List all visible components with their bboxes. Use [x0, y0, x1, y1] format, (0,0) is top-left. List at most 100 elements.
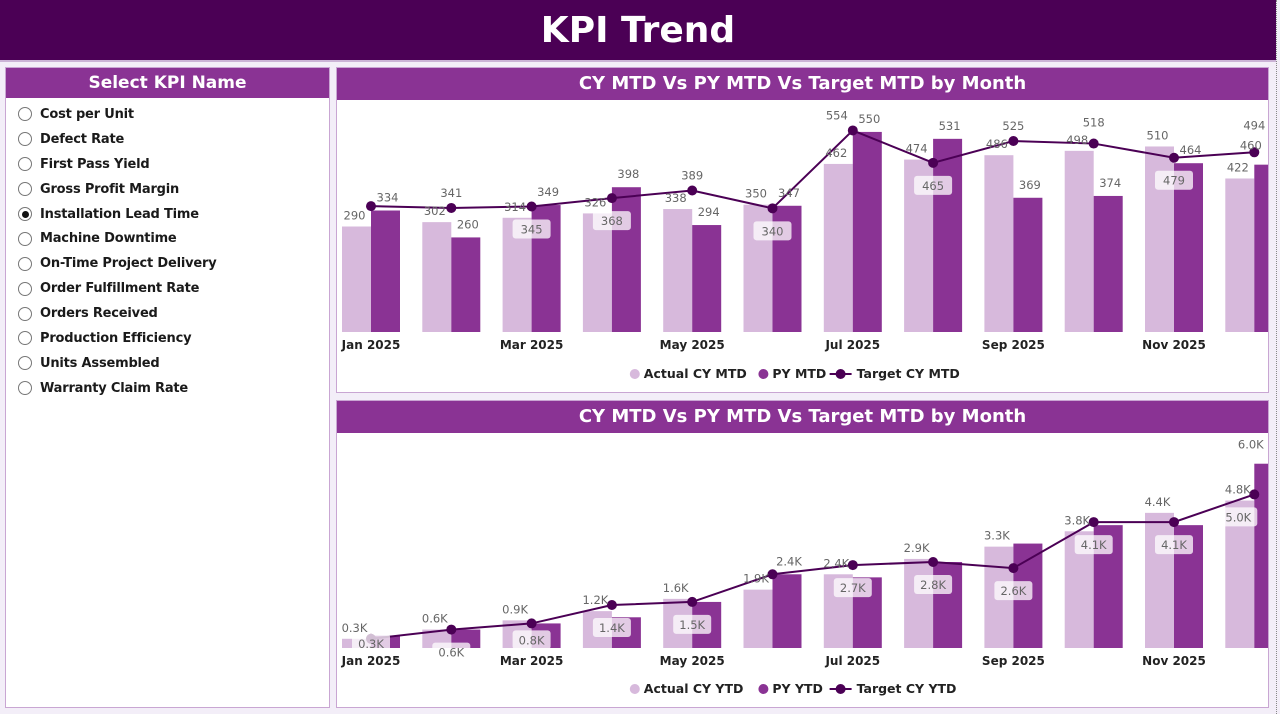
- x-tick-label: May 2025: [660, 654, 725, 668]
- radio-unselected-icon[interactable]: [18, 132, 32, 147]
- bar-py: [933, 138, 963, 332]
- radio-unselected-icon[interactable]: [18, 231, 32, 246]
- data-label-target: 518: [1083, 116, 1105, 130]
- data-label-actual: 4.4K: [1145, 495, 1171, 509]
- page-title: KPI Trend: [540, 9, 736, 51]
- data-label-actual: 510: [1147, 128, 1169, 142]
- data-label-actual: 290: [344, 209, 366, 223]
- kpi-option[interactable]: Production Efficiency: [18, 326, 329, 351]
- legend-item[interactable]: Actual CY YTD: [629, 681, 744, 696]
- radio-unselected-icon[interactable]: [18, 256, 32, 271]
- legend-item[interactable]: Actual CY MTD: [629, 366, 747, 381]
- kpi-option-label: Order Fulfillment Rate: [40, 281, 200, 297]
- target-point: [687, 596, 698, 607]
- data-label-box: [753, 221, 792, 241]
- kpi-option[interactable]: Units Assembled: [18, 351, 329, 376]
- x-tick-label: May 2025: [660, 338, 725, 352]
- kpi-option-label: Production Efficiency: [40, 330, 192, 346]
- radio-unselected-icon[interactable]: [18, 356, 32, 371]
- radio-selected-icon[interactable]: [18, 207, 32, 221]
- data-label-target: 2.7K: [840, 581, 866, 595]
- data-label-box: [673, 614, 712, 634]
- bar-py: [1174, 163, 1203, 332]
- kpi-option[interactable]: Installation Lead Time: [18, 202, 329, 227]
- bar-py: [1254, 164, 1280, 332]
- legend-label: Actual CY YTD: [644, 681, 744, 696]
- data-label-actual: 422: [1227, 160, 1249, 174]
- kpi-option[interactable]: Order Fulfillment Rate: [18, 276, 329, 301]
- data-label-target: 0.3K: [358, 637, 384, 651]
- mtd-chart: 290 334 302 260 314 349 326 398 338 294 350 347 462 5…: [341, 108, 1280, 381]
- legend-item[interactable]: PY MTD: [758, 366, 826, 381]
- data-label-actual: 462: [825, 146, 847, 160]
- radio-unselected-icon[interactable]: [18, 381, 32, 396]
- kpi-option-label: Orders Received: [40, 306, 158, 322]
- data-label-box: [1155, 535, 1193, 555]
- data-label-box: [512, 219, 551, 239]
- x-tick-label: Jul 2025: [824, 654, 880, 668]
- data-label-py: 347: [778, 186, 800, 200]
- x-tick-label: Jul 2025: [824, 338, 880, 352]
- target-point: [366, 201, 376, 212]
- radio-unselected-icon[interactable]: [18, 331, 32, 346]
- kpi-option-label: Cost per Unit: [40, 106, 134, 122]
- page-edge-scrollbar: [1276, 0, 1278, 714]
- target-point: [606, 600, 617, 610]
- data-label-actual: 3.3K: [984, 529, 1010, 543]
- legend-marker-icon: [629, 684, 640, 694]
- kpi-option[interactable]: Machine Downtime: [18, 226, 329, 251]
- legend-item[interactable]: PY YTD: [758, 681, 823, 696]
- legend-label: Actual CY MTD: [644, 366, 747, 381]
- kpi-option[interactable]: On-Time Project Delivery: [18, 251, 329, 276]
- data-label-box: [914, 575, 953, 594]
- legend-label: PY MTD: [772, 366, 826, 381]
- kpi-slicer: Select KPI Name Cost per Unit Defect Rate…: [5, 67, 330, 708]
- target-point: [767, 203, 778, 214]
- data-label-target: 554: [826, 108, 848, 122]
- kpi-option-label: Units Assembled: [40, 355, 160, 371]
- target-point: [767, 569, 778, 580]
- kpi-option[interactable]: Warranty Claim Rate: [18, 376, 329, 401]
- data-label-box: [1074, 535, 1113, 555]
- plot-area: 290 334 302 260 314 349 326 398 338 294 350 347 462 5…: [342, 108, 1280, 332]
- data-label-target: 0.6K: [438, 646, 464, 660]
- plot-area: 0.3K 0.6K 0.9K 1.2K 1.6K 1.9K 2.4K 2.4K 2.9K 3.3K…: [342, 438, 1280, 662]
- kpi-option[interactable]: First Pass Yield: [18, 152, 329, 177]
- kpi-option[interactable]: Defect Rate: [18, 127, 329, 152]
- bar-py: [772, 574, 802, 648]
- kpi-option[interactable]: Gross Profit Margin: [18, 177, 329, 202]
- data-label-target: 340: [762, 224, 784, 238]
- data-label-py: 334: [377, 190, 399, 204]
- target-point: [526, 201, 537, 212]
- target-point: [526, 618, 537, 629]
- bar-py: [1093, 195, 1123, 332]
- data-label-actual: 326: [584, 195, 606, 209]
- target-line: [370, 493, 1255, 640]
- ytd-chart: 0.3K 0.6K 0.9K 1.2K 1.6K 1.9K 2.4K 2.4K 2.9K 3.3K…: [341, 438, 1280, 696]
- kpi-option[interactable]: Orders Received: [18, 301, 329, 326]
- kpi-option[interactable]: Cost per Unit: [18, 102, 329, 127]
- bar-actual: [1064, 150, 1094, 332]
- radio-unselected-icon[interactable]: [18, 306, 32, 321]
- radio-unselected-icon[interactable]: [18, 182, 32, 197]
- target-point: [1249, 489, 1260, 500]
- x-tick-label: Jan 2025: [341, 338, 401, 352]
- radio-unselected-icon[interactable]: [18, 281, 32, 296]
- data-label-actual: 0.9K: [502, 602, 528, 616]
- kpi-option-label: On-Time Project Delivery: [40, 256, 217, 272]
- data-label-box: [592, 211, 631, 231]
- radio-unselected-icon[interactable]: [18, 157, 32, 172]
- data-label-box: [512, 630, 551, 650]
- data-label-box: [914, 175, 953, 195]
- legend-item[interactable]: Target CY MTD: [829, 366, 960, 381]
- legend: Actual CY MTD PY MTD Target CY MTD: [629, 366, 960, 381]
- chart-title: CY MTD Vs PY MTD Vs Target MTD by Month: [337, 68, 1268, 100]
- legend: Actual CY YTD PY YTD Target CY YTD: [629, 681, 957, 696]
- slicer-title: Select KPI Name: [6, 68, 329, 98]
- chart-title: CY MTD Vs PY MTD Vs Target MTD by Month: [337, 401, 1268, 433]
- legend-item[interactable]: Target CY YTD: [829, 681, 957, 696]
- radio-unselected-icon[interactable]: [18, 107, 32, 122]
- data-label-target: 2.8K: [920, 578, 946, 592]
- data-label-actual: 486: [986, 137, 1008, 151]
- data-label-target: 494: [1243, 118, 1265, 132]
